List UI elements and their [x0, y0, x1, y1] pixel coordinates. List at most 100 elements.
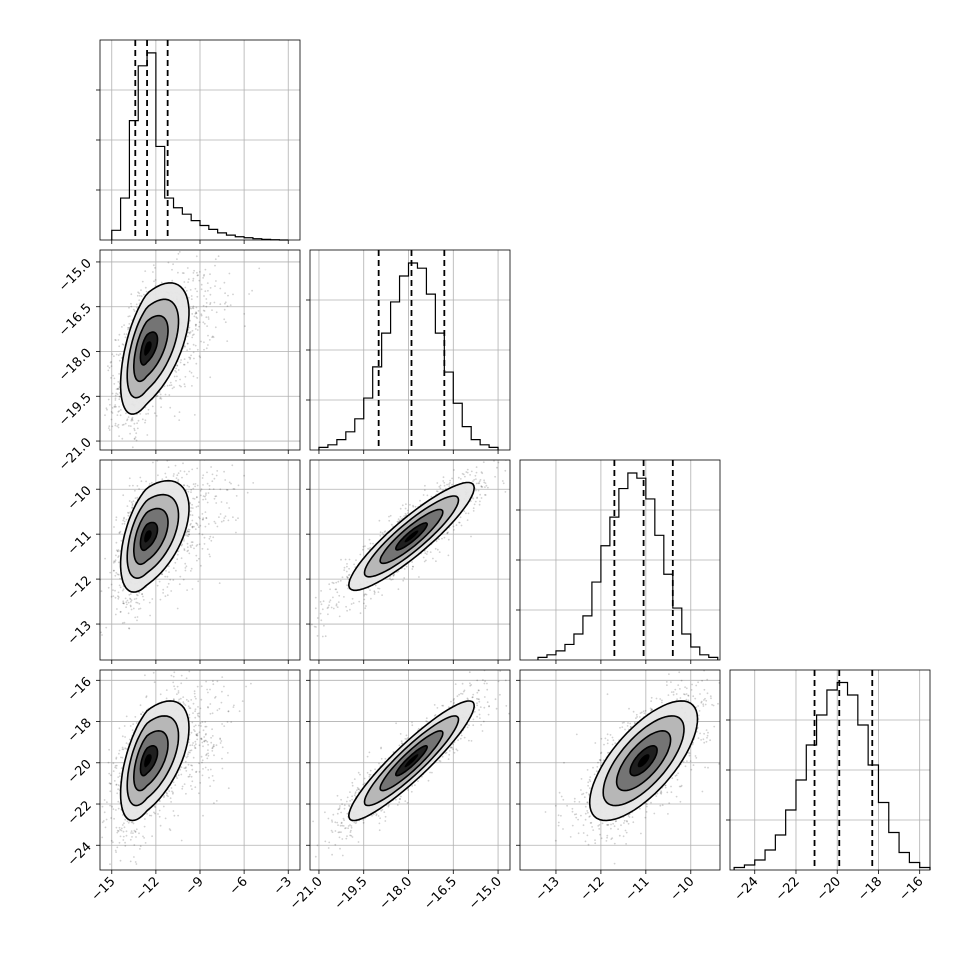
sample-point: [104, 557, 106, 560]
sample-point: [219, 513, 222, 515]
sample-point: [113, 355, 115, 358]
sample-point: [218, 582, 221, 584]
sample-point: [136, 496, 139, 499]
sample-point: [113, 405, 116, 408]
sample-point: [178, 419, 181, 421]
sample-point: [191, 764, 194, 767]
sample-point: [190, 491, 192, 494]
sample-point: [202, 321, 205, 324]
sample-point: [132, 822, 135, 825]
sample-point: [184, 244, 186, 246]
sample-point: [423, 489, 426, 491]
sample-point: [405, 565, 408, 568]
sample-point: [135, 836, 137, 838]
sample-point: [131, 503, 134, 505]
sample-point: [128, 477, 131, 480]
sample-point: [339, 579, 342, 582]
sample-point: [125, 333, 128, 335]
sample-point: [130, 600, 132, 603]
sample-point: [497, 461, 500, 464]
sample-point: [177, 472, 180, 475]
sample-point: [184, 704, 187, 706]
sample-point: [213, 301, 216, 304]
sample-point: [205, 517, 208, 519]
sample-point: [199, 524, 202, 527]
sample-point: [118, 532, 121, 534]
sample-point: [193, 315, 196, 318]
sample-point: [355, 559, 357, 562]
sample-point: [106, 801, 108, 804]
sample-point: [180, 674, 183, 677]
sample-point: [115, 339, 117, 342]
sample-point: [110, 377, 112, 379]
sample-point: [418, 576, 420, 578]
sample-point: [191, 514, 194, 517]
sample-point: [147, 412, 150, 415]
sample-point: [207, 289, 209, 292]
sample-point: [466, 468, 469, 471]
sample-point: [211, 750, 214, 752]
sample-point: [411, 561, 413, 563]
sample-point: [196, 329, 199, 331]
sample-point: [369, 542, 372, 545]
sample-point: [128, 484, 131, 487]
sample-point: [117, 595, 119, 597]
sample-point: [504, 491, 507, 493]
sample-point: [458, 521, 461, 524]
sample-point: [213, 477, 216, 480]
sample-point: [192, 742, 195, 744]
sample-point: [196, 295, 199, 298]
sample-point: [193, 357, 195, 360]
sample-point: [138, 591, 141, 594]
sample-point: [136, 594, 139, 597]
sample-point: [187, 281, 190, 283]
sample-point: [197, 505, 200, 508]
sample-point: [125, 518, 128, 521]
sample-point: [127, 514, 130, 517]
sample-point: [116, 846, 119, 849]
sample-point: [208, 484, 211, 487]
sample-point: [113, 526, 115, 528]
sample-point: [211, 309, 213, 311]
sample-point: [121, 589, 124, 592]
sample-point: [379, 531, 382, 534]
sample-point: [200, 698, 203, 701]
sample-point: [189, 502, 192, 504]
sample-point: [107, 365, 109, 367]
sample-point: [115, 784, 118, 786]
sample-point: [188, 530, 191, 533]
sample-point: [237, 484, 240, 487]
sample-point: [401, 504, 404, 507]
panel-frame: [519, 459, 721, 661]
sample-point: [412, 565, 414, 568]
sample-point: [100, 631, 102, 634]
sample-point: [172, 698, 175, 700]
sample-point: [186, 755, 189, 758]
sample-point: [476, 496, 479, 499]
sample-point: [118, 359, 121, 362]
sample-point: [189, 358, 192, 360]
sample-point: [328, 583, 331, 586]
sample-point: [107, 761, 110, 764]
sample-point: [187, 528, 190, 531]
sample-point: [346, 609, 348, 612]
sample-point: [198, 271, 201, 273]
sample-point: [400, 518, 403, 520]
sample-point: [210, 466, 213, 468]
sample-point: [315, 626, 317, 628]
sample-point: [381, 532, 384, 534]
sample-point: [484, 494, 487, 496]
sample-point: [141, 593, 143, 596]
sample-point: [114, 596, 117, 599]
sample-point: [129, 597, 131, 600]
sample-point: [221, 690, 223, 693]
sample-point: [462, 473, 465, 476]
sample-point: [196, 559, 198, 562]
sample-point: [139, 704, 142, 707]
sample-point: [466, 471, 469, 474]
sample-point: [351, 597, 354, 600]
sample-point: [135, 432, 138, 435]
sample-point: [429, 551, 432, 553]
sample-point: [131, 504, 134, 507]
sample-point: [223, 685, 225, 688]
